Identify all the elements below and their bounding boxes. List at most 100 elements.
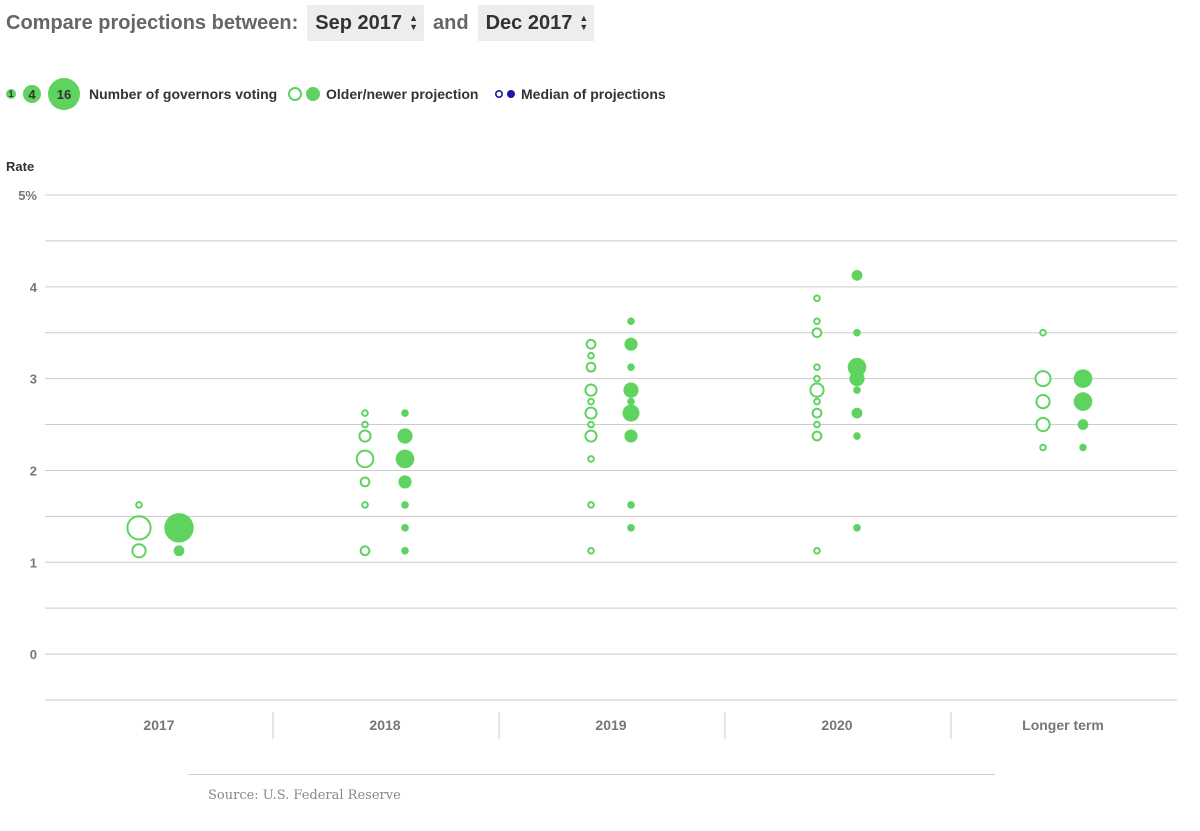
older-projection-dot — [811, 327, 823, 339]
y-tick-label: 0 — [30, 647, 37, 662]
older-projection-dot — [585, 338, 597, 350]
source-divider — [188, 774, 995, 775]
older-projection-dot — [585, 361, 597, 373]
newer-projection-dot — [847, 357, 867, 377]
newer-projection-dot — [1073, 369, 1093, 388]
older-projection-dot — [584, 429, 598, 443]
older-projection-dot — [587, 351, 595, 360]
size-legend-count-4: 4 — [28, 87, 36, 102]
size-legend-count-1: 1 — [8, 89, 13, 99]
newer-projection-dot — [1077, 419, 1089, 430]
newer-projection-dot — [851, 407, 863, 419]
older-projection-dot — [355, 449, 375, 469]
older-projection-dot — [584, 383, 598, 397]
older-projection-dot — [1039, 328, 1047, 337]
older-projection-dot — [584, 406, 598, 420]
dot-plot-chart: Rate 0 1 2 3 4 5% 2017 2018 2019 2020 Longer term — [6, 159, 1177, 739]
compare-header: Compare projections between: Sep 2017 ▲ ▼… — [6, 4, 595, 42]
projection-legend-label: Older/newer projection — [326, 86, 479, 102]
legend: 1 4 16 Number of governors voting Older/… — [0, 76, 1200, 112]
older-projection-dot — [813, 374, 821, 383]
newer-projection-dot — [627, 317, 635, 326]
older-projection-dot — [359, 545, 371, 557]
newer-projection-dot — [627, 501, 635, 509]
newer-projection-dot — [627, 397, 635, 406]
older-projection-dot — [587, 397, 595, 406]
newer-projection-dot — [398, 475, 412, 489]
x-tick-label: 2019 — [595, 717, 626, 733]
older-projection-dot — [131, 543, 147, 559]
older-projection-dot — [1035, 416, 1051, 433]
newer-projection-dot — [624, 337, 638, 351]
newer-projection-dot — [164, 513, 194, 543]
size-legend-dot-4 — [23, 85, 41, 103]
older-projection-dot — [813, 546, 821, 555]
source-note: Source: U.S. Federal Reserve — [208, 788, 401, 803]
older-projection-dot — [361, 409, 369, 417]
newer-projection-dot — [627, 363, 635, 371]
x-tick-label: 2017 — [143, 717, 174, 733]
size-legend-count-16: 16 — [57, 87, 71, 102]
to-projection-select[interactable]: Dec 2017 ▲ ▼ — [477, 5, 595, 41]
older-projection-dot — [126, 515, 152, 541]
x-tick-label: 2020 — [821, 717, 852, 733]
newer-projection-dot — [624, 429, 638, 443]
size-legend-dot-16 — [48, 78, 80, 110]
newer-projection-dot — [622, 404, 640, 422]
newer-projection-dot — [401, 501, 409, 509]
select-arrows-icon: ▲ ▼ — [579, 13, 589, 32]
newer-projection-dot — [853, 432, 861, 440]
median-icon — [494, 90, 515, 99]
newer-projection-dot — [401, 524, 409, 532]
size-legend-icon: 1 4 16 — [6, 78, 80, 110]
older-projection-dot — [587, 501, 595, 509]
older-projection-dot — [361, 420, 369, 429]
newer-projection-dot — [851, 269, 863, 281]
older-projection-dot — [135, 501, 143, 509]
y-tick-label: 3 — [30, 372, 37, 387]
newer-projection-dot — [395, 449, 415, 469]
from-projection-value: Sep 2017 — [315, 11, 403, 34]
older-projection-dot — [813, 363, 821, 371]
older-projection-dot — [809, 382, 825, 398]
size-legend-dot-1 — [6, 89, 16, 99]
newer-projection-dot — [1079, 443, 1087, 452]
newer-projection-dot — [623, 382, 639, 398]
and-label: and — [433, 11, 469, 34]
to-projection-value: Dec 2017 — [485, 11, 573, 34]
newer-projection-dot — [849, 371, 865, 387]
median-legend-label: Median of projections — [521, 86, 666, 102]
x-tick-label: 2018 — [369, 717, 400, 733]
older-projection-dot — [587, 455, 595, 463]
y-tick-label: 1 — [30, 555, 37, 570]
older-newer-icon — [288, 87, 320, 101]
newer-projection-dot — [853, 386, 861, 394]
x-tick-label: Longer term — [1022, 717, 1104, 733]
older-projection-dot — [1034, 370, 1052, 388]
older-projection-dot — [813, 397, 821, 406]
older-projection-dot — [361, 501, 369, 509]
y-tick-label: 5% — [18, 188, 37, 203]
older-projection-dot — [359, 476, 371, 488]
newer-projection-dot — [627, 524, 635, 532]
compare-label: Compare projections between: — [6, 11, 299, 34]
older-projection-dot — [813, 294, 821, 303]
y-axis-title: Rate — [6, 159, 34, 174]
y-tick-label: 4 — [30, 280, 38, 295]
from-projection-select[interactable]: Sep 2017 ▲ ▼ — [307, 5, 425, 41]
older-projection-dot — [1039, 443, 1047, 452]
newer-projection-dot — [397, 428, 413, 444]
newer-projection-dot — [401, 546, 409, 555]
select-arrows-icon: ▲ ▼ — [409, 13, 419, 32]
newer-projection-dot — [853, 524, 861, 532]
newer-projection-dot — [1073, 392, 1093, 411]
older-projection-dot — [811, 430, 823, 442]
older-projection-dot — [811, 407, 823, 419]
older-projection-dot — [1035, 393, 1051, 410]
newer-projection-dot — [853, 328, 861, 337]
older-projection-dot — [587, 546, 595, 555]
older-projection-dot — [813, 317, 821, 326]
newer-projection-dot — [173, 545, 185, 557]
size-legend-label: Number of governors voting — [89, 86, 278, 102]
newer-projection-dot — [401, 409, 409, 417]
